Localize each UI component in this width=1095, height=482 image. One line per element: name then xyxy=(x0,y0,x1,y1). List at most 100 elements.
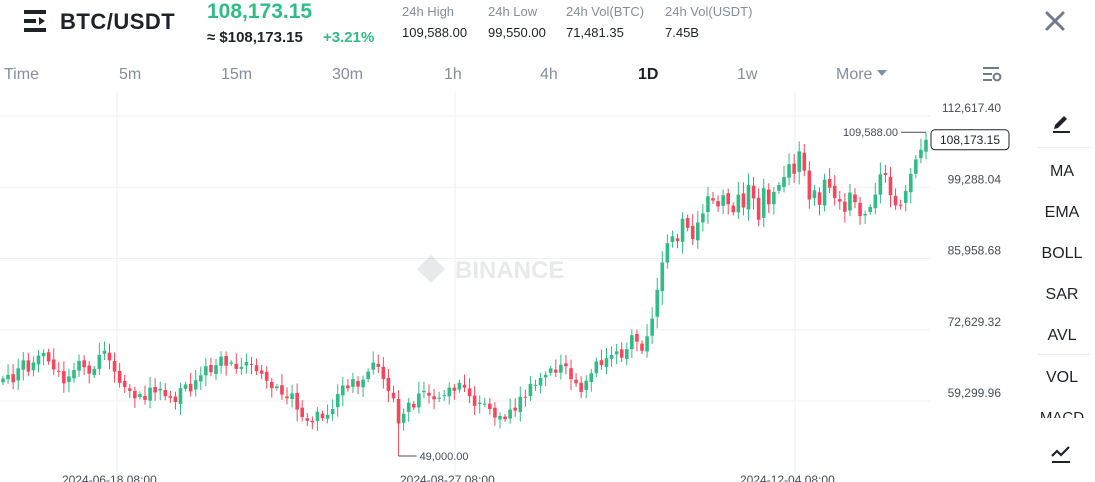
candle-body xyxy=(878,174,883,195)
candle-body xyxy=(503,416,507,420)
candle-body xyxy=(914,159,918,174)
candle-body xyxy=(163,389,168,397)
tab-15m[interactable]: 15m xyxy=(221,66,253,83)
candle-body xyxy=(523,396,528,398)
candle-body xyxy=(269,381,274,389)
candle-body xyxy=(16,368,21,381)
candle-body xyxy=(432,396,436,400)
candle-body xyxy=(239,366,244,369)
candle-body xyxy=(117,370,122,383)
stat-value: 99,550.00 xyxy=(488,25,546,40)
tab-5m[interactable]: 5m xyxy=(119,66,142,83)
candle-body xyxy=(290,393,294,399)
candle-body xyxy=(300,407,305,418)
candle-body xyxy=(224,355,228,366)
candle-body xyxy=(832,185,837,198)
candle-body xyxy=(219,356,223,366)
indicator-avl[interactable]: AVL xyxy=(1047,327,1077,344)
candle-body xyxy=(340,385,345,396)
indicator-ema[interactable]: EMA xyxy=(1044,204,1080,221)
fiat-price: ≈ $108,173.15 xyxy=(207,29,303,46)
candle-body xyxy=(204,366,208,376)
tab-30m[interactable]: 30m xyxy=(332,66,364,83)
candle-body xyxy=(680,218,685,242)
last-price: 108,173.15 xyxy=(207,0,313,23)
candle-body xyxy=(772,191,776,205)
pair-symbol[interactable]: BTC/USDT xyxy=(60,9,176,34)
candle-body xyxy=(21,360,26,370)
candle-body xyxy=(173,396,178,403)
candle-body xyxy=(685,218,690,228)
candle-body xyxy=(51,359,56,370)
candle-body xyxy=(422,390,426,393)
candle-body xyxy=(285,396,289,399)
candle-body xyxy=(853,194,857,203)
indicator-macd[interactable]: MACD xyxy=(1039,409,1085,418)
candle-body xyxy=(883,173,888,175)
tab-4h[interactable]: 4h xyxy=(540,66,558,83)
x-axis-date-label: 2024-08-27 08:00 xyxy=(400,473,495,482)
high-price-annotation: 109,588.00 xyxy=(843,127,898,139)
draw-pen-icon[interactable] xyxy=(1049,110,1073,134)
menu-icon[interactable] xyxy=(24,10,48,32)
candle-body xyxy=(366,371,370,379)
candle-body xyxy=(863,213,867,216)
candle-body xyxy=(807,170,812,200)
stat-label: 24h Vol(USDT) xyxy=(665,4,753,19)
binance-watermark: BINANCE xyxy=(417,255,564,284)
candle-body xyxy=(888,176,893,196)
candle-body xyxy=(249,363,254,365)
divider xyxy=(1038,147,1090,148)
indicator-sar[interactable]: SAR xyxy=(1045,286,1079,303)
candle-body xyxy=(655,289,660,317)
candle-body xyxy=(148,387,152,401)
candle-body xyxy=(138,394,142,398)
candle-body xyxy=(645,336,649,352)
indicator-settings-icon[interactable] xyxy=(1050,444,1072,466)
stat-24h-vol-usdt: 24h Vol(USDT) 7.45B xyxy=(665,4,752,40)
candle-body xyxy=(660,262,665,292)
candle-body xyxy=(472,395,477,406)
candle-body xyxy=(1,378,5,383)
tab-1h[interactable]: 1h xyxy=(444,66,462,83)
candle-body xyxy=(229,362,234,364)
indicator-boll[interactable]: BOLL xyxy=(1041,245,1083,262)
indicator-ma[interactable]: MA xyxy=(1050,163,1074,180)
tab-time[interactable]: Time xyxy=(4,66,39,83)
candle-body xyxy=(630,335,634,350)
ticker-header: BTC/USDT 108,173.15 ≈ $108,173.15 +3.21%… xyxy=(0,0,1095,56)
candle-body xyxy=(716,201,720,207)
candle-body xyxy=(452,387,457,391)
candle-body xyxy=(533,384,538,386)
candle-body xyxy=(731,205,736,213)
candle-body xyxy=(193,380,198,390)
candle-body xyxy=(559,364,563,373)
candle-body xyxy=(386,377,391,391)
candle-body xyxy=(650,318,654,336)
candle-body xyxy=(417,393,421,408)
candle-body xyxy=(11,374,15,383)
y-axis-tick-label: 112,617.40 xyxy=(942,101,1001,115)
tab-1d[interactable]: 1D xyxy=(638,66,659,83)
candle-body xyxy=(721,195,725,206)
tab-more[interactable]: More xyxy=(836,66,888,84)
candle-body xyxy=(706,196,710,213)
close-icon[interactable] xyxy=(1042,8,1068,34)
chart-settings-icon[interactable] xyxy=(982,64,1002,84)
candle-body xyxy=(254,365,259,372)
candle-body xyxy=(543,374,548,378)
candle-body xyxy=(919,149,923,159)
candle-body xyxy=(837,199,842,202)
indicator-vol[interactable]: VOL xyxy=(1045,369,1078,386)
candle-body xyxy=(695,222,700,241)
tab-1w[interactable]: 1w xyxy=(737,66,758,83)
candle-body xyxy=(462,384,467,388)
candle-body xyxy=(26,360,31,372)
candle-body xyxy=(528,383,533,396)
candle-body xyxy=(467,388,472,397)
candle-body xyxy=(726,193,731,205)
candle-body xyxy=(102,350,107,354)
candle-body xyxy=(553,369,558,373)
candlestick-chart[interactable]: BINANCE 109,588.00 49,000.00 112,617.40 99,2… xyxy=(0,92,1030,482)
y-axis-tick-label: 72,629.32 xyxy=(948,315,1002,329)
